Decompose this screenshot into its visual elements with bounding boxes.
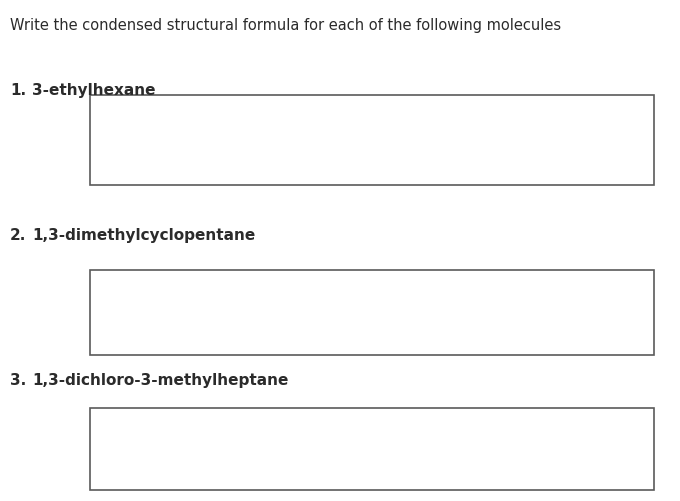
- Text: 1,3-dichloro-3-methylheptane: 1,3-dichloro-3-methylheptane: [32, 373, 288, 388]
- Bar: [90, 270, 654, 355]
- Text: 1,3-dimethylcyclopentane: 1,3-dimethylcyclopentane: [32, 228, 255, 243]
- Bar: [90, 408, 654, 490]
- Bar: [90, 95, 654, 185]
- Text: 3.: 3.: [10, 373, 27, 388]
- Text: 3-ethylhexane: 3-ethylhexane: [32, 83, 156, 98]
- Text: 2.: 2.: [10, 228, 27, 243]
- Text: 1.: 1.: [10, 83, 26, 98]
- Text: Write the condensed structural formula for each of the following molecules: Write the condensed structural formula f…: [10, 18, 561, 33]
